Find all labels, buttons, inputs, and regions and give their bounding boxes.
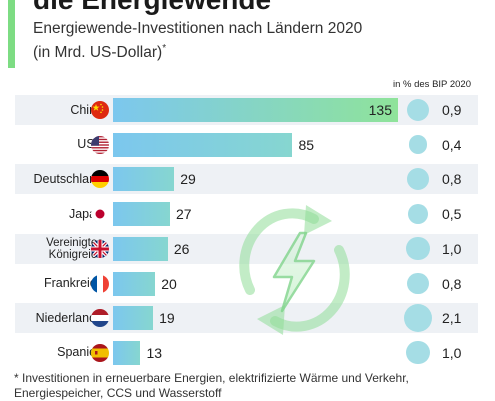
bar-value-label: 13: [146, 344, 163, 361]
bip-share-label: 1,0: [442, 344, 462, 361]
footnote-line-2: Energiespeicher, CCS und Wasserstoff: [14, 386, 222, 400]
chart-row: Deutschland 29 0,8: [15, 164, 478, 195]
bar: [113, 167, 175, 192]
france-flag-icon: [91, 274, 109, 293]
bip-share-label: 0,5: [442, 206, 462, 223]
unit-footnote-mark: *: [162, 43, 167, 54]
title-accent-bar: [8, 0, 15, 68]
chart-title: die Energiewende: [33, 0, 271, 16]
bip-share-label: 0,8: [442, 275, 462, 292]
chart-row: China 135 0,9: [15, 95, 478, 125]
category-label: Deutschland: [34, 164, 104, 194]
footnote-line-1: * Investitionen in erneuerbare Energien,…: [14, 371, 409, 385]
renewable-energy-bolt-icon: [239, 205, 350, 335]
unit-text: (in Mrd. US-Dollar): [33, 44, 163, 62]
chart-row: USA 85 0,4: [15, 130, 478, 160]
bar: [113, 236, 168, 261]
chart-subtitle: Energiewende-Investitionen nach Ländern …: [33, 20, 363, 37]
germany-flag-icon: [91, 170, 109, 189]
chart-row: Frankreich 20 0,8: [15, 269, 478, 299]
category-label-line: Deutschland: [33, 171, 104, 186]
bip-share-label: 0,8: [442, 171, 462, 188]
uk-flag-icon: [91, 239, 109, 258]
bar-value-label: 29: [180, 171, 196, 188]
bar-value-label: 26: [173, 240, 190, 257]
bar: [113, 306, 154, 331]
category-label: Niederlande: [36, 303, 103, 333]
bar: [113, 98, 398, 122]
usa-flag-icon: [91, 135, 109, 154]
bip-share-circle: [407, 272, 429, 295]
bar: [113, 340, 141, 365]
bar: [113, 132, 293, 157]
category-label: Frankreich: [44, 269, 103, 299]
bip-share-circle: [408, 204, 428, 224]
bar-value-label: 19: [159, 310, 175, 327]
bar-value-label: 85: [298, 136, 315, 153]
category-label-line: Frankreich: [43, 276, 103, 290]
chart-row: Japan 27 0,5: [15, 199, 478, 229]
footnote: * Investitionen in erneuerbare Energien,…: [14, 371, 489, 401]
bip-share-circle: [406, 341, 430, 365]
netherlands-flag-icon: [91, 309, 109, 328]
chart-unit: (in Mrd. US-Dollar)*: [33, 43, 166, 62]
bip-share-circle: [406, 98, 430, 122]
bip-share-circle: [408, 135, 428, 155]
category-label-line: Vereinigtes: [46, 236, 103, 249]
bip-column-header: in % des BIP 2020: [393, 79, 471, 90]
bip-share-circle: [404, 304, 432, 333]
category-label: Vereinigtes Königreich: [46, 234, 103, 264]
bar: [113, 271, 156, 296]
bar-value-label: 135: [368, 102, 392, 118]
chart-row: Spanien 13 1,0: [15, 338, 478, 368]
japan-flag-icon: [91, 205, 109, 224]
category-label-line: Niederlande: [35, 310, 103, 325]
bar: [113, 202, 170, 227]
category-label-line: Königreich: [48, 248, 103, 261]
bar-value-label: 27: [176, 206, 192, 223]
bip-share-label: 0,9: [442, 102, 462, 118]
bip-share-label: 1,0: [442, 240, 462, 257]
bip-share-label: 0,4: [442, 136, 462, 153]
spain-flag-icon: [91, 343, 109, 362]
bar-value-label: 20: [161, 275, 177, 292]
bip-share-circle: [406, 237, 430, 261]
chart-row: Niederlande 19 2,1: [15, 303, 478, 334]
bip-share-circle: [407, 168, 429, 191]
bip-share-label: 2,1: [442, 310, 462, 327]
china-flag-icon: [91, 101, 109, 119]
